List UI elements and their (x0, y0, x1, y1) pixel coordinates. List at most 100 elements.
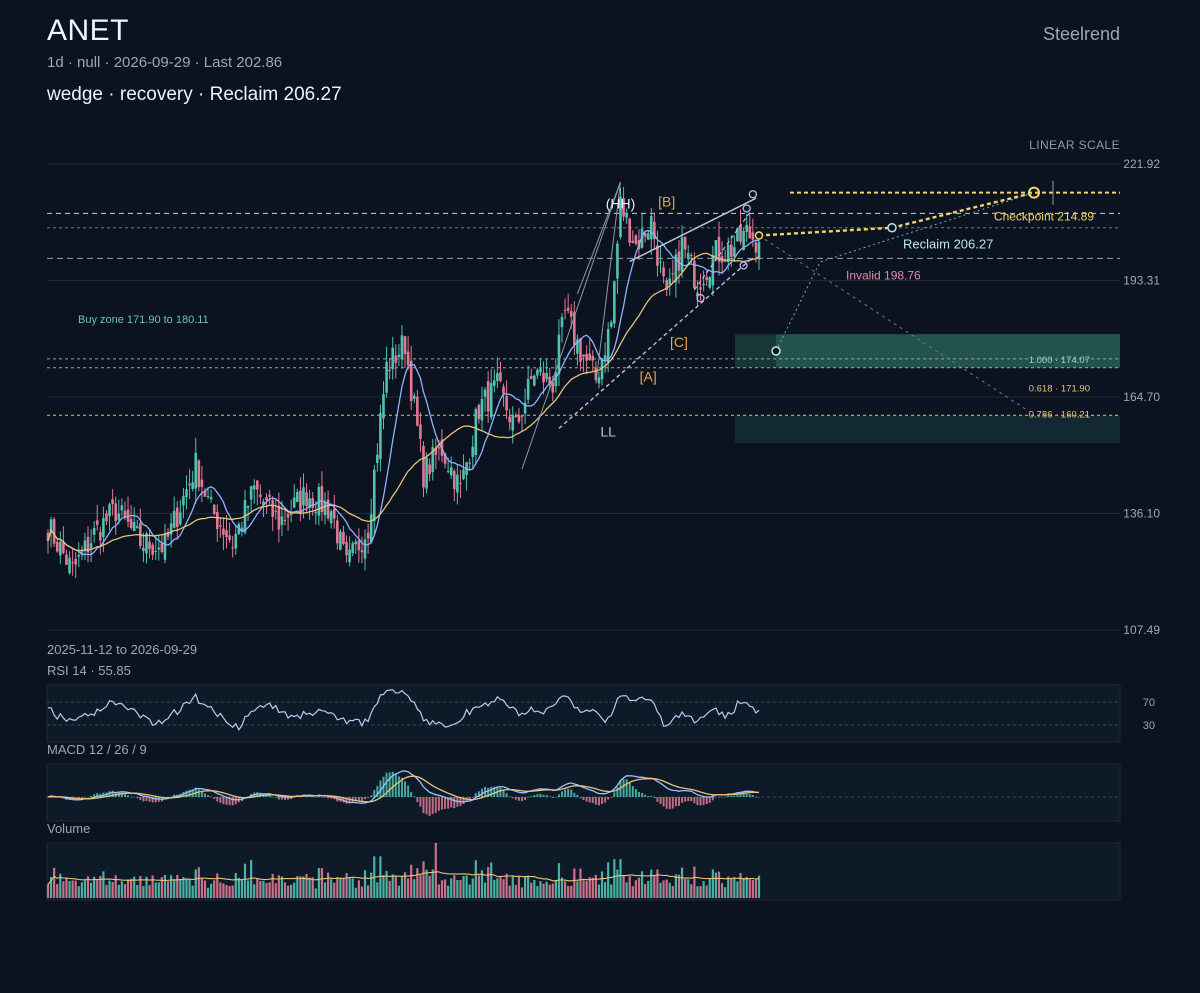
macd-hist-bar (653, 797, 656, 799)
rsi-panel-label: RSI 14 · 55.85 (47, 663, 131, 678)
candle-body (711, 254, 715, 286)
candle-body (539, 368, 542, 373)
volume-bar (234, 872, 237, 898)
volume-bar (271, 873, 274, 898)
macd-hist-bar (521, 797, 523, 802)
macd-hist-bar (724, 796, 727, 798)
volume-bar (151, 875, 154, 898)
candle-body (182, 495, 185, 506)
candle-body (496, 373, 499, 381)
macd-hist-bar (200, 791, 203, 797)
macd-hist-bar (364, 797, 367, 800)
scale-mode-label[interactable]: LINEAR SCALE (1029, 138, 1120, 152)
volume-bar (382, 875, 385, 898)
volume-bar (191, 885, 194, 898)
macd-hist-bar (502, 790, 505, 797)
last-price-marker (754, 231, 764, 240)
candle-body (566, 307, 570, 311)
volume-bar (696, 886, 699, 898)
candle-body (443, 453, 447, 464)
volume-bar (105, 884, 108, 898)
macd-hist-bar (148, 797, 151, 802)
macd-hist-bar (551, 797, 554, 799)
macd-hist-bar (47, 797, 49, 798)
volume-bar (708, 878, 711, 898)
candle-body (268, 494, 271, 497)
volume-bar (684, 879, 687, 898)
macd-hist-bar (514, 797, 517, 800)
candle-body (403, 336, 407, 355)
candle-body (114, 503, 118, 522)
candle-body (108, 504, 111, 517)
volume-bar (136, 885, 139, 898)
volume-bar (671, 886, 674, 898)
macd-hist-bar (708, 797, 711, 803)
macd-hist-bar (333, 797, 336, 800)
macd-hist-bar (437, 797, 440, 811)
volume-bar (246, 880, 250, 898)
candle-body (86, 536, 90, 553)
macd-hist-bar (665, 797, 668, 809)
downside-projection (758, 235, 1031, 413)
candle-body (662, 267, 665, 277)
ticker-title: ANET (47, 14, 130, 47)
volume-bar (637, 877, 641, 898)
volume-bar (508, 885, 511, 898)
volume-bar (720, 883, 724, 898)
ma-slow-line (47, 252, 760, 552)
macd-hist-bar (407, 785, 410, 797)
volume-bar (668, 882, 671, 898)
candle-body (579, 338, 582, 362)
volume-bar (305, 873, 308, 898)
volume-bar (65, 878, 68, 898)
volume-bar (751, 879, 754, 898)
macd-hist-bar (367, 797, 370, 799)
macd-hist-bar (585, 797, 588, 802)
volume-bar (262, 880, 265, 898)
brand-label: Steelrend (1042, 24, 1120, 44)
candle-body (729, 244, 733, 257)
volume-bar (493, 879, 496, 898)
macd-hist-bar (324, 797, 327, 798)
volume-bar (348, 877, 351, 898)
candle-body (219, 525, 222, 527)
volume-bar (647, 880, 650, 898)
candle-body (505, 396, 508, 411)
macd-hist-bar (274, 797, 277, 798)
pivot-marker (696, 293, 705, 303)
macd-hist-bar (487, 787, 490, 797)
volume-bar (283, 882, 287, 898)
macd-hist-bar (400, 777, 403, 797)
macd-hist-bar (505, 793, 508, 797)
volume-bar (323, 882, 327, 898)
volume-bar (542, 883, 545, 898)
candle-body (619, 196, 622, 238)
candle-body (296, 491, 299, 503)
candle-body (175, 507, 179, 527)
candle-body (105, 513, 108, 522)
macd-hist-bar (671, 797, 674, 809)
candle-body (696, 292, 699, 297)
candle-body (446, 470, 450, 472)
macd-hist-bar (228, 797, 231, 806)
volume-bar (308, 877, 311, 898)
candle-body (345, 541, 348, 556)
candle-body (486, 381, 490, 412)
volume-bar (613, 859, 616, 898)
macd-hist-bar (259, 792, 262, 797)
candle-body (573, 312, 576, 346)
volume-bar (714, 872, 718, 898)
candle-body (351, 543, 355, 553)
volume-bar (225, 885, 228, 898)
macd-hist-bar (87, 796, 90, 798)
volume-bar (527, 875, 530, 898)
macd-hist-bar (213, 797, 216, 799)
macd-hist-bar (440, 797, 443, 810)
candle-body (188, 483, 191, 486)
volume-bar (376, 882, 379, 898)
macd-hist-bar (419, 797, 422, 807)
candle-body (609, 321, 613, 327)
macd-hist-bar (597, 797, 600, 806)
macd-hist-bar (348, 797, 351, 804)
